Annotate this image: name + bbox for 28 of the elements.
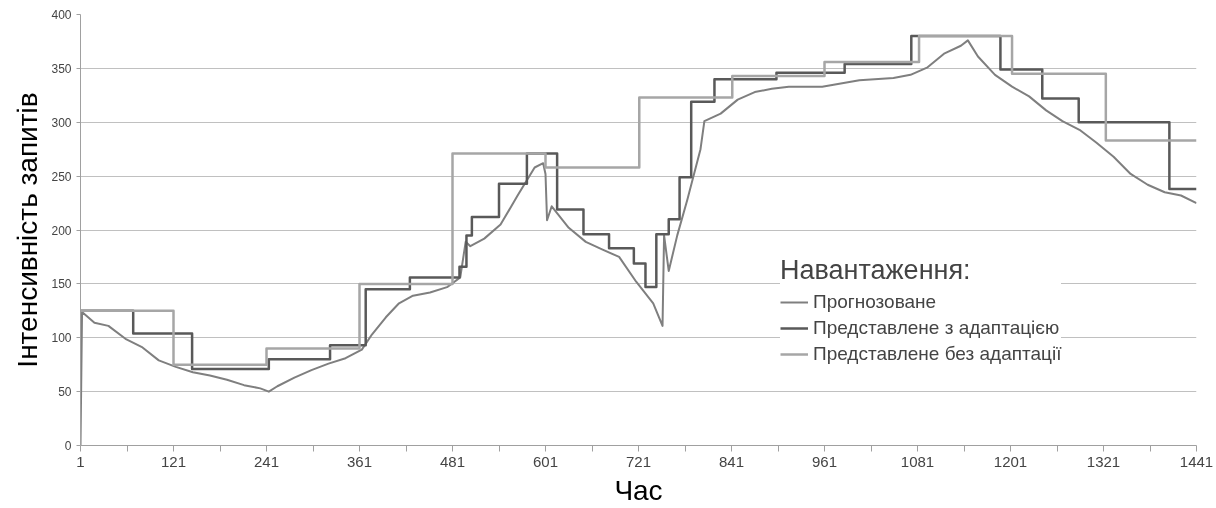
y-tick-label: 50 [58,385,72,400]
x-tick-label: 601 [532,452,559,470]
x-tick-label: 1 [76,452,85,470]
y-tick-label: 200 [51,223,72,238]
legend-label: Представлене без адаптації [813,343,1062,365]
x-axis-title: Час [614,474,663,506]
y-tick-label: 300 [51,115,72,130]
y-tick-label: 250 [51,169,72,184]
x-tick-label: 961 [811,452,838,470]
y-axis-title: Інтенсивність запитів [12,92,44,368]
y-tick-label: 150 [51,277,72,292]
x-tick-label: 361 [346,452,373,470]
x-tick-label: 1201 [993,452,1028,470]
y-tick-label: 0 [64,439,72,453]
x-tick-label: 121 [160,452,187,470]
x-tick-label: 241 [253,452,280,470]
legend-label: Представлене з адаптацією [813,317,1060,339]
x-tick-label: 721 [625,452,652,470]
x-tick-label: 1081 [900,452,935,470]
x-tick-label: 481 [439,452,466,470]
x-tick-label: 841 [718,452,745,470]
y-tick-label: 100 [51,331,72,346]
y-tick-label: 400 [51,8,72,22]
legend-title: Навантаження: [780,255,972,286]
x-tick-label: 1441 [1179,452,1214,470]
y-tick-label: 350 [51,61,72,76]
x-tick-label: 1321 [1086,452,1121,470]
legend-label: Прогнозоване [813,291,937,313]
